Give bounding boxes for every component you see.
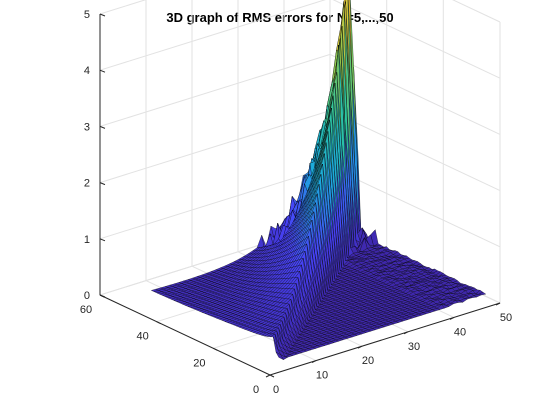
grid-line — [99, 0, 501, 23]
y-tick-label: 60 — [80, 304, 92, 316]
z-tick — [99, 125, 106, 129]
axes: 0 10 20 30 40 50 0 20 40 60 0 1 2 3 4 5 — [80, 9, 512, 396]
z-tick-label: 5 — [84, 9, 90, 21]
grid-line — [99, 110, 501, 192]
x-tick — [265, 374, 271, 378]
z-tick-label: 4 — [84, 65, 90, 77]
x-tick-label: 20 — [362, 355, 374, 367]
z-tick-label: 0 — [84, 290, 90, 302]
x-tick — [495, 302, 501, 306]
x-tick-label: 30 — [408, 341, 420, 353]
z-tick-label: 1 — [84, 234, 90, 246]
z-tick-label: 3 — [84, 121, 90, 133]
x-tick — [311, 360, 317, 364]
y-tick-label: 20 — [193, 357, 205, 369]
y-tick-label: 40 — [137, 331, 149, 343]
z-tick — [99, 294, 106, 298]
z-tick — [99, 13, 106, 17]
surface-cell — [275, 351, 284, 361]
surface — [150, 0, 487, 361]
chart-title: 3D graph of RMS errors for N=5,...,50 — [166, 10, 394, 25]
x-tick — [449, 316, 455, 320]
z-tick-label: 2 — [84, 178, 90, 190]
z-tick — [99, 69, 106, 73]
y-axis-line — [99, 294, 271, 376]
y-tick — [269, 374, 275, 378]
x-tick-label: 40 — [454, 326, 466, 338]
grid-line — [99, 0, 501, 79]
x-tick — [357, 345, 363, 349]
x-tick-label: 0 — [273, 384, 279, 396]
z-tick — [99, 182, 106, 186]
x-tick-label: 50 — [500, 312, 512, 324]
x-axis-line — [269, 302, 501, 376]
y-tick — [156, 321, 161, 325]
x-tick-label: 10 — [316, 370, 328, 382]
grid-line — [99, 53, 501, 135]
y-tick — [213, 347, 218, 351]
x-tick — [403, 331, 409, 335]
z-tick — [99, 238, 106, 242]
y-tick-label: 0 — [253, 384, 259, 396]
